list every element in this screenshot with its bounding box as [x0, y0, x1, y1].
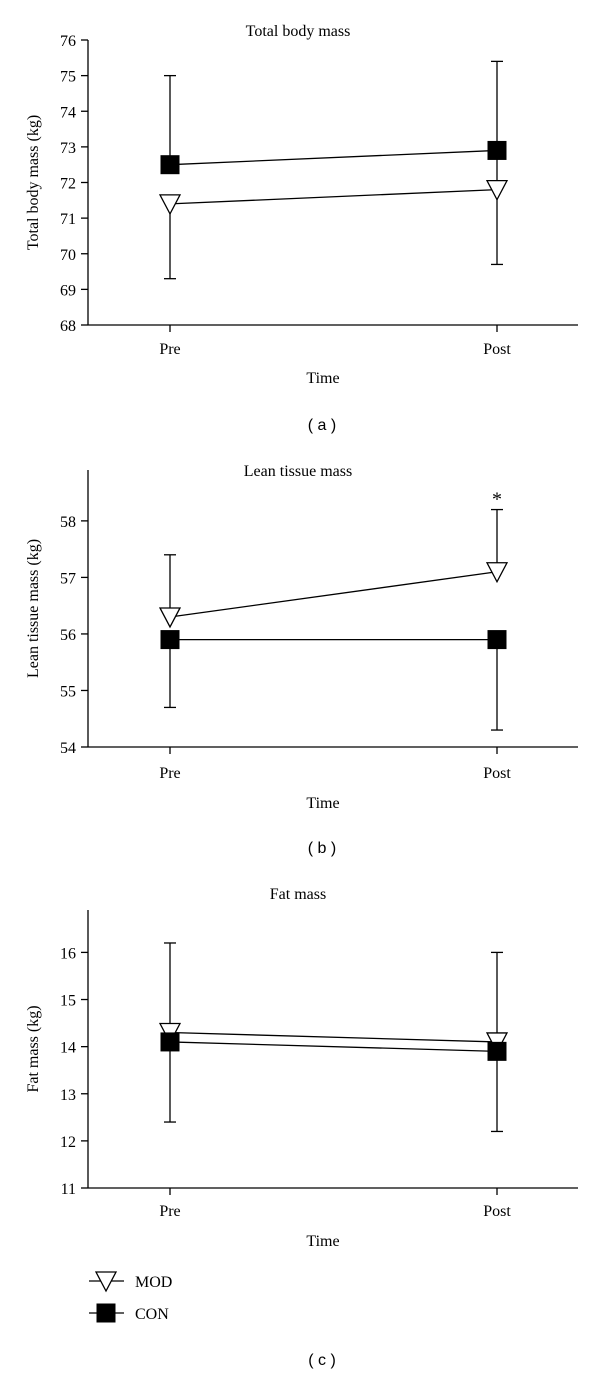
panel-c-y-tick-label: 14	[60, 1040, 76, 1057]
panel-a-label: ( a )	[308, 417, 336, 434]
panel-a-y-tick-label: 68	[60, 318, 76, 335]
panel-a-y-tick-label: 69	[60, 282, 76, 299]
panel-c-label: ( c )	[308, 1352, 336, 1369]
panel-c-con-point-pre	[160, 1032, 180, 1052]
panel-a-con-line	[169, 149, 498, 166]
panel-c-legend-label-con: CON	[135, 1306, 169, 1323]
panel-a-mod-point-post	[485, 179, 509, 202]
panel-a-con-point-pre	[160, 155, 180, 175]
panel-c-y-tick-label: 11	[61, 1181, 76, 1198]
panel-b-y-tick-label: 56	[60, 627, 76, 644]
panel-a-title: Total body mass	[246, 23, 351, 40]
panel-a-mod-point-pre	[158, 194, 182, 216]
panel-c-x-tick-label: Post	[483, 1203, 511, 1220]
panel-b-y-tick-label: 54	[60, 740, 76, 757]
panel-a-x-tick-label: Post	[483, 341, 511, 358]
panel-c-x-tick-label: Pre	[159, 1203, 180, 1220]
panel-c-y-tick-label: 13	[60, 1087, 76, 1104]
panel-b-mod-point-pre	[158, 607, 182, 629]
panel-b-y-axis-label: Lean tissue mass (kg)	[25, 539, 42, 678]
panel-a-y-tick-label: 71	[60, 211, 76, 228]
panel-b-significance-asterisk: *	[492, 488, 502, 510]
panel-b-mod-point-post	[485, 562, 509, 584]
panel-a-mod-line	[169, 188, 498, 205]
panel-c-legend-marker-con	[96, 1303, 116, 1323]
panel-b-y-tick-label: 55	[60, 683, 76, 700]
panel-b-label: ( b )	[308, 840, 336, 857]
panel-c-y-tick-label: 15	[60, 993, 76, 1010]
panel-b-title: Lean tissue mass	[244, 463, 352, 480]
panel-c-con-point-post	[487, 1041, 507, 1061]
panel-c-legend-label-mod: MOD	[135, 1274, 172, 1291]
panel-a-x-axis-label: Time	[306, 370, 339, 387]
panel-b-x-axis-label: Time	[306, 795, 339, 812]
panel-a-y-tick-label: 75	[60, 69, 76, 86]
panel-b-con-point-post	[487, 630, 507, 650]
panel-c-x-axis-label: Time	[306, 1233, 339, 1250]
panel-c-y-tick-label: 12	[60, 1134, 76, 1151]
panel-a-y-tick-label: 76	[60, 33, 76, 50]
panel-b-x-tick-label: Post	[483, 765, 511, 782]
panel-c-y-axis-label: Fat mass (kg)	[25, 1005, 42, 1092]
panel-b-y-tick-label: 57	[60, 570, 76, 587]
panel-a-con-point-post	[487, 140, 507, 160]
panel-b-mod-line	[169, 571, 498, 618]
panel-b-con-point-pre	[160, 630, 180, 650]
panel-b-x-tick-label: Pre	[159, 765, 180, 782]
panel-a-y-axis-label: Total body mass (kg)	[25, 115, 42, 250]
panel-b-y-tick-label: 58	[60, 514, 76, 531]
panel-c-legend-marker-mod	[94, 1271, 118, 1293]
panel-a-y-tick-label: 73	[60, 140, 76, 157]
panel-c-con-line	[169, 1041, 498, 1053]
panel-c-title: Fat mass	[270, 886, 326, 903]
panel-c-mod-line	[169, 1031, 498, 1043]
panel-c-y-tick-label: 16	[60, 945, 76, 962]
panel-a-x-tick-label: Pre	[159, 341, 180, 358]
panel-a-y-tick-label: 74	[60, 104, 76, 121]
panel-a-y-tick-label: 70	[60, 247, 76, 264]
panel-a-y-tick-label: 72	[60, 176, 76, 193]
